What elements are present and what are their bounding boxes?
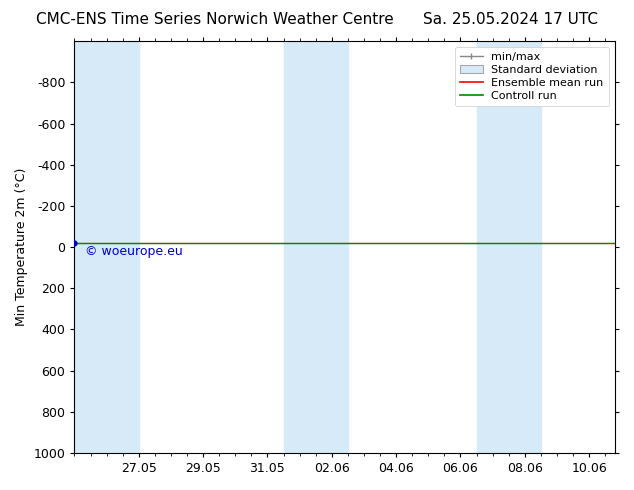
Legend: min/max, Standard deviation, Ensemble mean run, Controll run: min/max, Standard deviation, Ensemble me… <box>455 47 609 106</box>
Text: CMC-ENS Time Series Norwich Weather Centre      Sa. 25.05.2024 17 UTC: CMC-ENS Time Series Norwich Weather Cent… <box>36 12 598 27</box>
Y-axis label: Min Temperature 2m (°C): Min Temperature 2m (°C) <box>15 168 28 326</box>
Text: © woeurope.eu: © woeurope.eu <box>85 245 183 258</box>
Bar <box>283 41 348 453</box>
Bar <box>74 41 139 453</box>
Bar <box>477 41 541 453</box>
